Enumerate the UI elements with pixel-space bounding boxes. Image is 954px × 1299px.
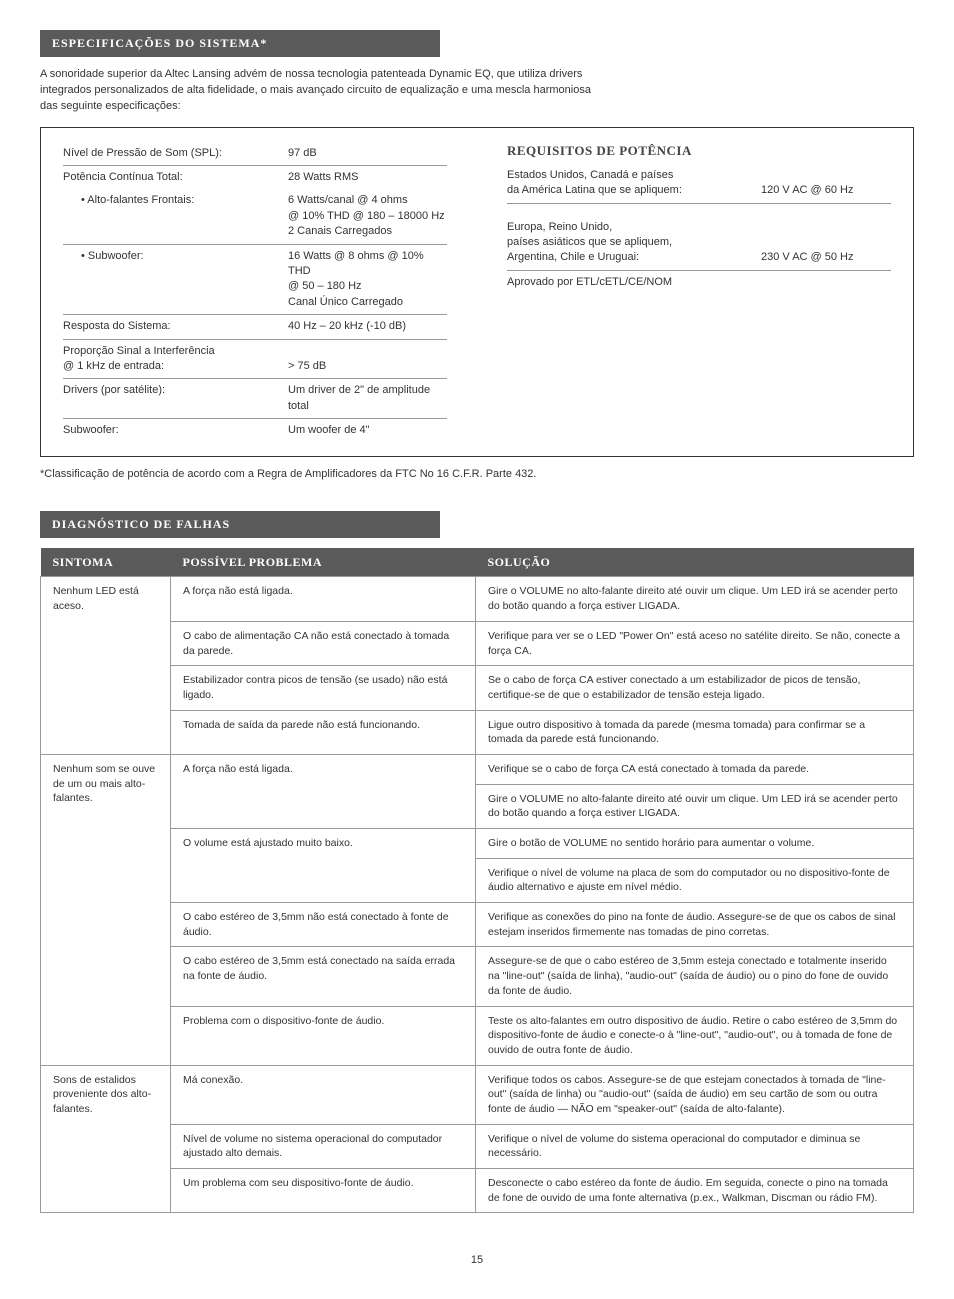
snr-l1: Proporção Sinal a Interferência bbox=[63, 344, 288, 359]
spl-value: 97 dB bbox=[288, 146, 447, 161]
front-v3: 2 Canais Carregados bbox=[288, 224, 447, 239]
pr2l3: Argentina, Chile e Uruguai: bbox=[507, 250, 761, 265]
g2r1s: Verifique se o cabo de força CA está con… bbox=[476, 754, 914, 784]
snr-label: Proporção Sinal a Interferência @ 1 kHz … bbox=[63, 344, 288, 375]
pr2l1: Europa, Reino Unido, bbox=[507, 220, 761, 235]
g1-symptom: Nenhum LED está aceso. bbox=[41, 577, 171, 755]
g1r2s: Verifique para ver se o LED "Power On" e… bbox=[476, 621, 914, 665]
power-r1-label: Estados Unidos, Canadá e países da Améri… bbox=[507, 168, 761, 199]
g3r3p: Um problema com seu dispositivo-fonte de… bbox=[171, 1169, 476, 1213]
g2r4p: O cabo estéreo de 3,5mm está conectado n… bbox=[171, 947, 476, 1006]
g3r3s: Desconecte o cabo estéreo da fonte de áu… bbox=[476, 1169, 914, 1213]
g3-symptom: Sons de estalidos proveniente dos alto-f… bbox=[41, 1065, 171, 1213]
power-req-title: REQUISITOS DE POTÊNCIA bbox=[507, 142, 891, 160]
power-r1-value: 120 V AC @ 60 Hz bbox=[761, 183, 891, 198]
pr1l1: Estados Unidos, Canadá e países bbox=[507, 168, 761, 183]
diag-section-title: DIAGNÓSTICO DE FALHAS bbox=[40, 511, 440, 538]
g3r2s: Verifique o nível de volume do sistema o… bbox=[476, 1124, 914, 1168]
g2r4s: Assegure-se de que o cabo estéreo de 3,5… bbox=[476, 947, 914, 1006]
diag-h2: POSSÍVEL PROBLEMA bbox=[171, 548, 476, 577]
pr2l2: países asiáticos que se apliquem, bbox=[507, 235, 761, 250]
g2r1s2: Gire o VOLUME no alto-falante direito at… bbox=[476, 784, 914, 828]
spec-box: Nível de Pressão de Som (SPL): 97 dB Pot… bbox=[40, 127, 914, 458]
diag-h3: SOLUÇÃO bbox=[476, 548, 914, 577]
spec-section-title: ESPECIFICAÇÕES DO SISTEMA* bbox=[40, 30, 440, 57]
front-v1: 6 Watts/canal @ 4 ohms bbox=[288, 193, 447, 208]
drv-value: Um driver de 2" de amplitude total bbox=[288, 383, 447, 414]
g3r1p: Má conexão. bbox=[171, 1065, 476, 1124]
spec-left-col: Nível de Pressão de Som (SPL): 97 dB Pot… bbox=[63, 142, 447, 443]
g3r2p: Nível de volume no sistema operacional d… bbox=[171, 1124, 476, 1168]
snr-value: > 75 dB bbox=[288, 359, 447, 374]
sub-label: • Subwoofer: bbox=[63, 249, 288, 311]
front-value: 6 Watts/canal @ 4 ohms @ 10% THD @ 180 –… bbox=[288, 193, 447, 239]
g2r2s2: Verifique o nível de volume na placa de … bbox=[476, 858, 914, 902]
g1r3p: Estabilizador contra picos de tensão (se… bbox=[171, 666, 476, 710]
g2r3p: O cabo estéreo de 3,5mm não está conecta… bbox=[171, 903, 476, 947]
g1r2p: O cabo de alimentação CA não está conect… bbox=[171, 621, 476, 665]
power-label: Potência Contínua Total: bbox=[63, 170, 288, 185]
g2-symptom: Nenhum som se ouve de um ou mais alto-fa… bbox=[41, 754, 171, 1065]
g2r1p: A força não está ligada. bbox=[171, 754, 476, 828]
front-label: • Alto-falantes Frontais: bbox=[63, 193, 288, 239]
g2r2s: Gire o botão de VOLUME no sentido horári… bbox=[476, 829, 914, 859]
resp-value: 40 Hz – 20 kHz (-10 dB) bbox=[288, 319, 447, 334]
front-v2: @ 10% THD @ 180 – 18000 Hz bbox=[288, 209, 447, 224]
drv-label: Drivers (por satélite): bbox=[63, 383, 288, 414]
spec-intro: A sonoridade superior da Altec Lansing a… bbox=[40, 67, 600, 115]
g1r1p: A força não está ligada. bbox=[171, 577, 476, 621]
page-number: 15 bbox=[40, 1253, 914, 1268]
diagnostic-table: SINTOMA POSSÍVEL PROBLEMA SOLUÇÃO Nenhum… bbox=[40, 548, 914, 1214]
sub-v1: 16 Watts @ 8 ohms @ 10% THD bbox=[288, 249, 447, 280]
power-r2-value: 230 V AC @ 50 Hz bbox=[761, 250, 891, 265]
power-approval: Aprovado por ETL/cETL/CE/NOM bbox=[507, 271, 891, 294]
subd-value: Um woofer de 4" bbox=[288, 423, 447, 438]
pr1l2: da América Latina que se apliquem: bbox=[507, 183, 761, 198]
resp-label: Resposta do Sistema: bbox=[63, 319, 288, 334]
sub-v2: @ 50 – 180 Hz bbox=[288, 279, 447, 294]
snr-l2: @ 1 kHz de entrada: bbox=[63, 359, 288, 374]
diag-h1: SINTOMA bbox=[41, 548, 171, 577]
power-value: 28 Watts RMS bbox=[288, 170, 447, 185]
g2r5p: Problema com o dispositivo-fonte de áudi… bbox=[171, 1006, 476, 1065]
spec-footnote: *Classificação de potência de acordo com… bbox=[40, 467, 914, 482]
spl-label: Nível de Pressão de Som (SPL): bbox=[63, 146, 288, 161]
g1r4p: Tomada de saída da parede não está funci… bbox=[171, 710, 476, 754]
power-r2-label: Europa, Reino Unido, países asiáticos qu… bbox=[507, 220, 761, 266]
g1r3s: Se o cabo de força CA estiver conectado … bbox=[476, 666, 914, 710]
g3r1s: Verifique todos os cabos. Assegure-se de… bbox=[476, 1065, 914, 1124]
g1r1s: Gire o VOLUME no alto-falante direito at… bbox=[476, 577, 914, 621]
g2r5s: Teste os alto-falantes em outro disposit… bbox=[476, 1006, 914, 1065]
g2r2p: O volume está ajustado muito baixo. bbox=[171, 829, 476, 903]
subd-label: Subwoofer: bbox=[63, 423, 288, 438]
g2r3s: Verifique as conexões do pino na fonte d… bbox=[476, 903, 914, 947]
sub-v3: Canal Único Carregado bbox=[288, 295, 447, 310]
spec-right-col: REQUISITOS DE POTÊNCIA Estados Unidos, C… bbox=[507, 142, 891, 443]
sub-value: 16 Watts @ 8 ohms @ 10% THD @ 50 – 180 H… bbox=[288, 249, 447, 311]
g1r4s: Ligue outro dispositivo à tomada da pare… bbox=[476, 710, 914, 754]
